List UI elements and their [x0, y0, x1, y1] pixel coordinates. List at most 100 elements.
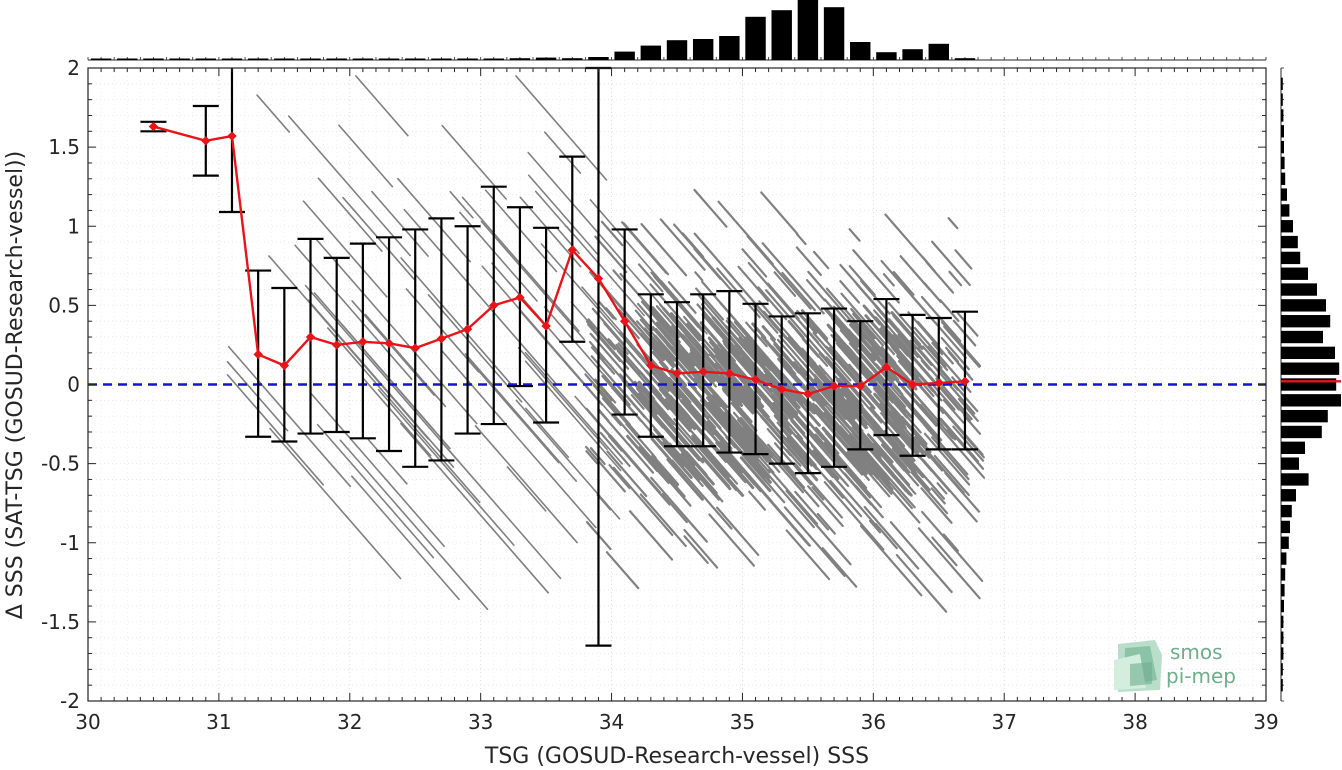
- scatter-streak: [525, 407, 570, 458]
- scatter-streak: [746, 235, 812, 310]
- scatter-streak: [674, 342, 694, 365]
- scatter-streak: [683, 315, 736, 376]
- right-histogram-bar: [1281, 362, 1340, 375]
- right-histogram-bar: [1281, 615, 1284, 629]
- scatter-streak: [873, 387, 895, 412]
- x-tick-label: 30: [75, 710, 100, 734]
- right-histogram-bar: [1281, 409, 1328, 423]
- scatter-streak: [889, 414, 925, 455]
- scatter-streak: [685, 387, 706, 411]
- scatter-streak: [351, 475, 460, 601]
- mean-point: [646, 360, 656, 371]
- scatter-streak: [484, 189, 558, 273]
- scatter-streak: [884, 213, 936, 272]
- scatter-streak: [598, 410, 655, 474]
- scatter-streak: [939, 299, 960, 322]
- scatter-streak: [739, 456, 772, 493]
- top-histogram-bar: [457, 58, 478, 60]
- scatter-streak: [491, 262, 613, 402]
- right-histogram-bar: [1281, 220, 1293, 233]
- scatter-streak: [956, 312, 979, 337]
- scatter-streak: [715, 441, 744, 474]
- scatter-streak: [924, 450, 944, 472]
- mean-point: [672, 368, 682, 379]
- top-histogram-bar: [378, 58, 400, 60]
- scatter-streak: [716, 267, 761, 319]
- scatter-streak: [911, 427, 928, 445]
- scatter-streak: [657, 382, 679, 407]
- scatter-streak: [795, 232, 807, 246]
- scatter-streak: [649, 339, 675, 369]
- scatter-streak: [794, 490, 830, 531]
- scatter-streak: [650, 369, 671, 392]
- right-histogram: [1280, 67, 1341, 702]
- scatter-streak: [660, 396, 692, 432]
- top-histogram-bar: [117, 58, 138, 60]
- scatter-streak: [839, 329, 856, 347]
- scatter-streak: [824, 431, 864, 476]
- scatter-streak: [852, 312, 876, 340]
- scatter-streak: [816, 512, 836, 535]
- scatter-streak: [840, 390, 863, 415]
- scatter-streak: [883, 386, 907, 414]
- scatter-streak: [785, 529, 831, 581]
- scatter-streak: [655, 305, 686, 339]
- scatter-streak: [294, 244, 413, 380]
- scatter-streak: [818, 413, 873, 476]
- scatter-streak: [742, 450, 772, 484]
- scatter-streak: [731, 457, 763, 493]
- scatter-streak: [592, 384, 634, 431]
- scatter-streak: [757, 286, 788, 321]
- scatter-streak: [892, 334, 936, 384]
- scatter-streak: [761, 242, 825, 315]
- scatter-streak: [911, 409, 941, 443]
- right-histogram-bar: [1281, 631, 1284, 644]
- scatter-streak: [874, 304, 910, 345]
- scatter-streak: [651, 459, 686, 498]
- scatter-streak: [590, 355, 647, 419]
- top-histogram-bar: [247, 58, 269, 60]
- right-histogram-bar: [1281, 599, 1284, 613]
- scatter-streak: [812, 250, 830, 270]
- top-histogram-bar: [954, 58, 976, 60]
- right-histogram-bar: [1281, 315, 1331, 328]
- scatter-streak: [480, 220, 585, 341]
- right-histogram-bar: [1281, 188, 1287, 201]
- top-histogram-bar: [143, 58, 164, 60]
- scatter-streak: [669, 371, 687, 391]
- scatter-streak: [597, 300, 615, 320]
- scatter-streak: [800, 309, 829, 341]
- scatter-streak: [316, 239, 478, 425]
- top-histogram-bar: [509, 58, 531, 60]
- scatter-streak: [873, 309, 912, 354]
- scatter-streak: [954, 249, 973, 270]
- right-histogram-bar: [1281, 647, 1284, 660]
- scatter-streak: [749, 394, 770, 418]
- scatter-streak: [733, 320, 756, 346]
- scatter-streak: [959, 441, 979, 464]
- scatter-streak: [821, 547, 858, 588]
- scatter-streak: [671, 459, 733, 530]
- scatter-streak: [679, 399, 708, 431]
- mean-point: [148, 121, 159, 132]
- scatter-streak: [708, 513, 756, 567]
- top-histogram: [87, 0, 1267, 61]
- scatter-streak: [640, 300, 673, 337]
- right-histogram-bar: [1281, 536, 1289, 549]
- scatter-streak: [853, 443, 891, 486]
- scatter-streak: [948, 270, 963, 287]
- mean-point: [436, 333, 447, 344]
- right-histogram-bar: [1281, 125, 1284, 138]
- scatter-streak: [587, 323, 622, 363]
- scatter-streak: [889, 521, 953, 594]
- scatter-streak: [594, 235, 628, 274]
- scatter-streak: [686, 322, 703, 342]
- top-histogram-bar: [640, 45, 662, 60]
- right-histogram-bar: [1281, 441, 1305, 454]
- scatter-streak: [601, 397, 618, 415]
- scatter-streak: [661, 492, 688, 524]
- scatter-streak: [919, 403, 986, 479]
- scatter-streak: [868, 346, 900, 381]
- scatter-streak: [715, 506, 760, 557]
- right-histogram-bar: [1281, 552, 1287, 565]
